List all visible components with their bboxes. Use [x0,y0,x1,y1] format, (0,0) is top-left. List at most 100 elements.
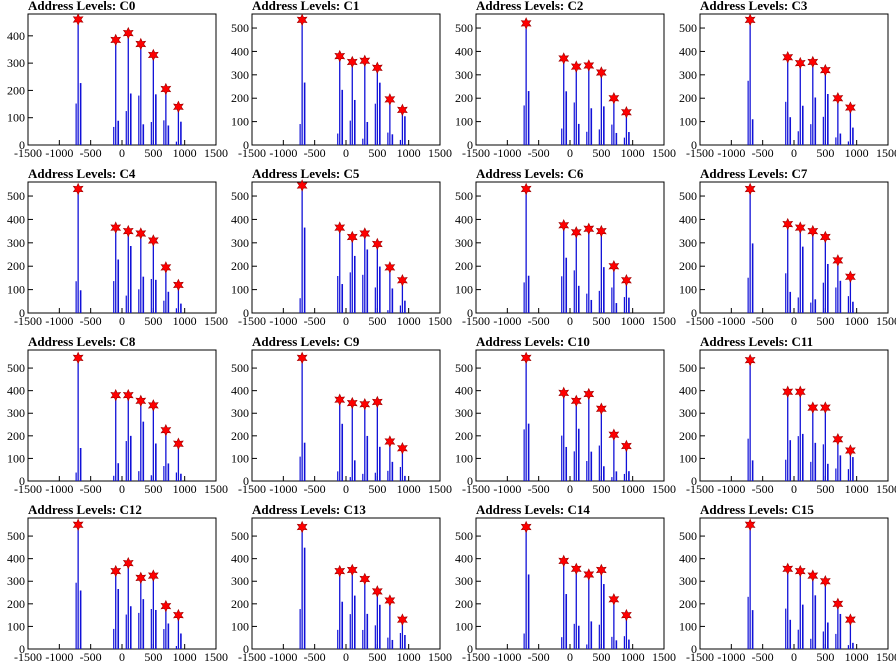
peak-marker [72,13,84,26]
y-tick-label: 300 [679,68,697,82]
peak-marker [845,613,856,626]
peak-marker [832,91,844,105]
y-tick-label: 200 [7,597,25,611]
peak-marker [558,219,570,232]
y-tick-label: 100 [7,111,25,125]
x-tick-label: -500 [304,314,326,328]
y-tick-label: 400 [231,384,249,398]
peak-marker [570,60,582,73]
y-tick-label: 200 [679,429,697,443]
chart-title: Address Levels: C0 [28,0,135,13]
peak-marker [72,182,84,196]
x-tick-label: 500 [592,146,610,160]
x-tick-label: -1500 [238,314,266,328]
x-tick-label: 1000 [845,314,869,328]
peak-marker [296,520,308,534]
peak-marker [160,82,172,96]
y-tick-label: 100 [455,451,473,465]
x-tick-label: 1000 [397,146,421,160]
chart-title: Address Levels: C8 [28,334,136,349]
peak-marker [346,396,358,410]
y-tick-label: 400 [679,552,697,566]
peak-marker [397,613,408,626]
chart-title: Address Levels: C5 [252,166,360,181]
plot-frame [27,517,217,650]
x-tick-label: -1500 [686,482,714,496]
peak-marker [359,397,371,411]
y-tick-label: 100 [7,451,25,465]
peak-marker [608,593,620,606]
x-tick-label: -1500 [462,650,490,664]
peak-marker [173,100,184,114]
chart-panel: Address Levels: C90100200300400500-1500-… [231,334,452,496]
peak-marker [608,91,620,105]
y-tick-label: 0 [691,642,697,656]
chart-title: Address Levels: C6 [476,166,584,181]
x-tick-label: 1500 [428,146,452,160]
peak-marker [558,554,570,568]
x-tick-label: 500 [592,482,610,496]
peak-marker [346,230,358,244]
peak-marker [160,599,172,613]
plot-frame [475,349,665,482]
peak-marker [296,13,308,27]
y-tick-label: 0 [467,474,473,488]
x-tick-label: 1500 [204,314,228,328]
chart-panel: Address Levels: C10100200300400500-1500-… [231,0,452,160]
peak-marker [595,66,607,79]
y-tick-label: 500 [455,21,473,35]
peak-marker [384,93,396,106]
y-tick-label: 400 [231,552,249,566]
peak-marker [334,564,346,578]
x-tick-label: 1000 [621,482,645,496]
chart-panel: Address Levels: C11 0 100 200 300 400 500 -1500… [679,334,896,496]
y-tick-label: 0 [19,138,25,152]
peak-marker [845,101,856,114]
plot-frame [475,13,665,146]
y-tick-label: 0 [243,306,249,320]
peak-marker [173,608,184,622]
peak-marker [359,572,371,586]
chart-title: Address Levels: C15 [700,502,814,517]
y-tick-label: 300 [231,68,249,82]
peak-marker [346,563,358,577]
x-tick-label: 1000 [621,146,645,160]
x-tick-label: 1000 [845,482,869,496]
x-tick-label: 0 [343,650,349,664]
peak-marker [147,399,159,412]
x-tick-label: 1500 [876,146,896,160]
x-tick-label: 500 [144,650,162,664]
y-tick-label: 0 [467,138,473,152]
y-tick-label: 300 [679,574,697,588]
y-tick-label: 100 [455,619,473,633]
x-tick-label: 500 [368,146,386,160]
x-tick-label: -1000 [269,650,297,664]
peak-marker [832,597,844,611]
y-tick-label: 200 [7,259,25,273]
y-tick-label: 400 [679,384,697,398]
x-tick-label: -500 [752,650,774,664]
x-tick-label: -1000 [493,146,521,160]
x-tick-label: -1000 [269,146,297,160]
y-tick-label: 500 [455,529,473,543]
x-tick-label: 500 [144,482,162,496]
peak-marker [794,221,806,234]
peak-marker [832,254,844,267]
chart-title: Address Levels: C11 [700,334,813,349]
x-tick-label: 500 [816,146,834,160]
peak-marker [583,59,595,72]
peak-marker [558,386,570,400]
x-tick-label: -500 [528,146,550,160]
x-tick-label: 0 [791,650,797,664]
x-tick-label: 1000 [397,650,421,664]
peak-marker [583,222,595,236]
x-tick-label: 0 [567,146,573,160]
x-tick-label: 1500 [204,482,228,496]
y-tick-label: 100 [679,451,697,465]
y-tick-label: 0 [19,474,25,488]
y-tick-label: 300 [455,236,473,250]
y-tick-label: 400 [455,384,473,398]
peak-marker [72,518,84,532]
y-tick-label: 300 [231,406,249,420]
peak-marker [570,394,582,408]
